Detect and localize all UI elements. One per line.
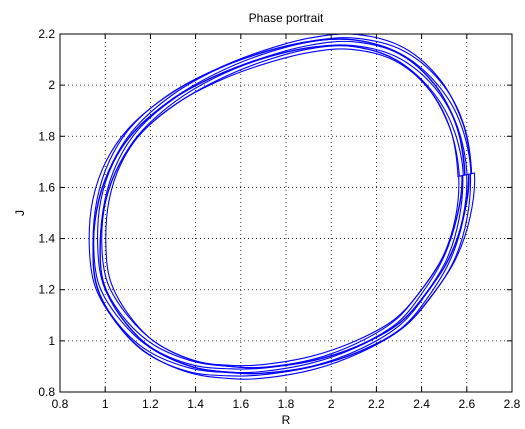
y-tick-label: 1.8 <box>38 129 55 143</box>
x-tick-label: 2 <box>328 397 335 411</box>
orbit-trajectory-line <box>105 48 460 367</box>
x-tick-label: 2.6 <box>458 397 475 411</box>
x-tick-label: 2.2 <box>368 397 385 411</box>
y-tick-label: 1.2 <box>38 283 55 297</box>
x-tick-label: 0.8 <box>52 397 69 411</box>
x-axis-label: R <box>282 413 291 427</box>
tick-marks <box>59 33 513 393</box>
y-tick-label: 2.2 <box>38 27 55 41</box>
plot-area <box>60 34 512 392</box>
chart-title: Phase portrait <box>249 11 324 25</box>
x-tick-label: 2.4 <box>413 397 430 411</box>
x-tick-label: 1.2 <box>142 397 159 411</box>
data-layer <box>88 33 476 380</box>
y-tick-label: 2 <box>48 78 55 92</box>
x-tick-label: 2.8 <box>504 397 521 411</box>
y-tick-label: 1.6 <box>38 180 55 194</box>
orbit-trajectory-line <box>97 40 468 374</box>
x-tick-label: 1.4 <box>187 397 204 411</box>
y-axis-label: J <box>13 210 27 216</box>
y-tick-label: 1 <box>48 334 55 348</box>
x-tick-label: 1.8 <box>278 397 295 411</box>
x-tick-label: 1.6 <box>232 397 249 411</box>
y-tick-label: 1.4 <box>38 232 55 246</box>
y-tick-label: 0.8 <box>38 385 55 399</box>
x-tick-label: 1 <box>102 397 109 411</box>
x-tick-labels: 0.8 1 1.2 1.4 1.6 1.8 2 2.2 2.4 2.6 2.8 <box>52 397 521 411</box>
y-tick-labels: 0.8 1 1.2 1.4 1.6 1.8 2 2.2 <box>38 27 55 399</box>
